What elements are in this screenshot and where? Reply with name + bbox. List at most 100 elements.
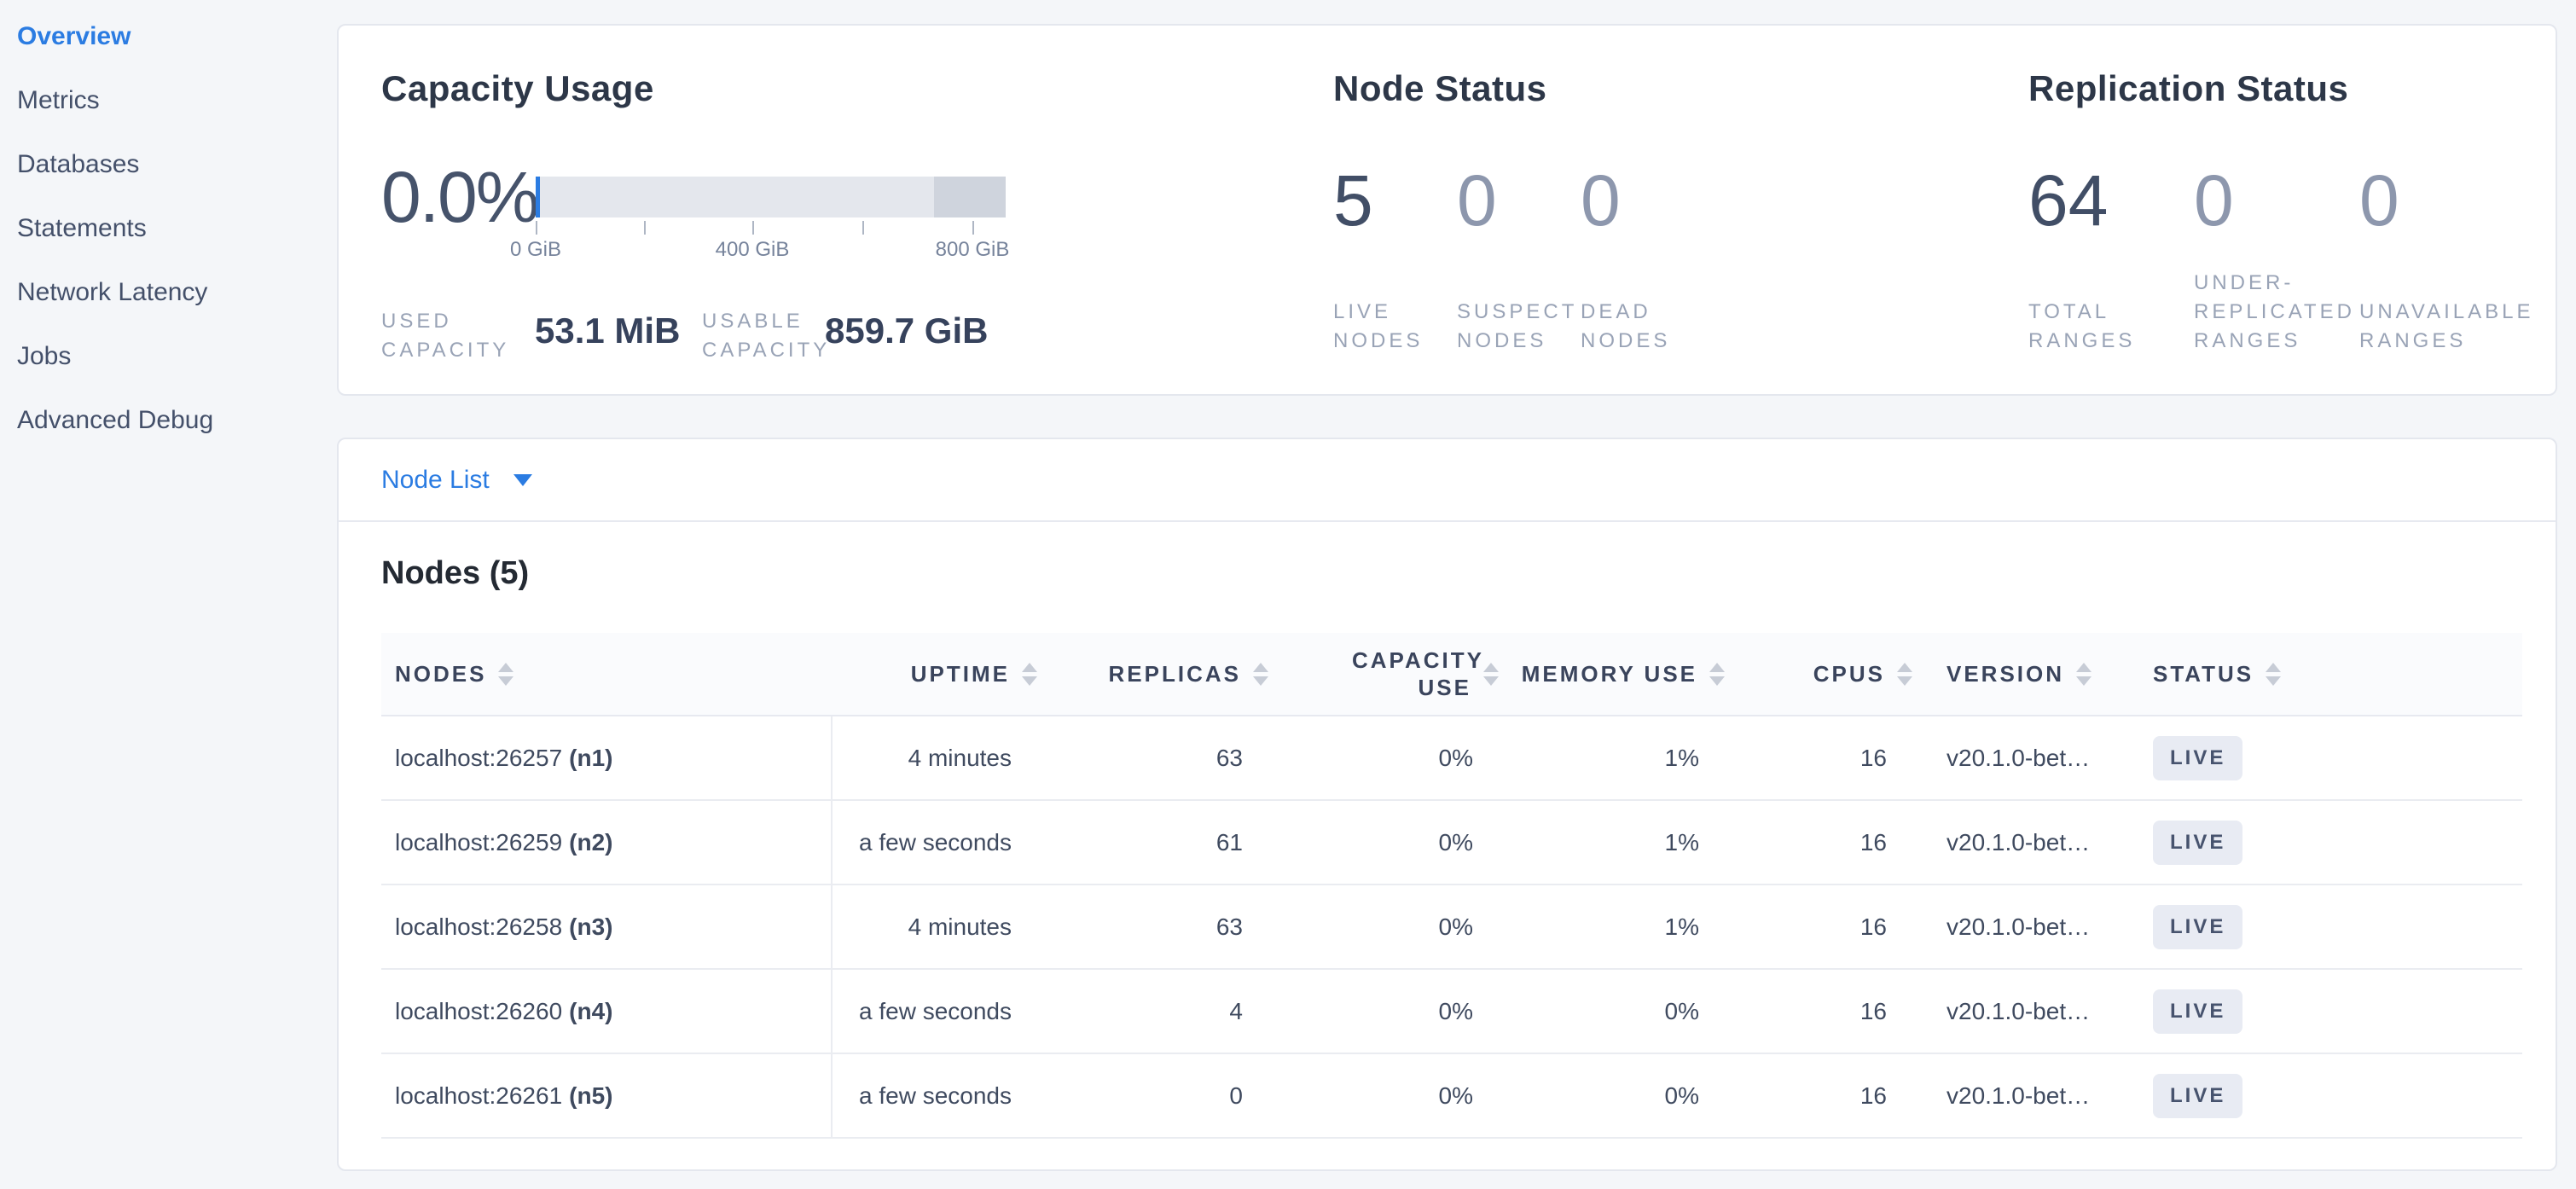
sidebar-item-databases[interactable]: Databases	[17, 150, 140, 178]
cell-node-address: localhost:26260 (n4)	[381, 969, 833, 1054]
column-header-replicas[interactable]: REPLICAS	[1037, 633, 1268, 716]
node-status-stats: 5 LIVE NODES 0 SUSPECT NODES 0 DEAD NODE…	[1333, 161, 1704, 356]
used-capacity-label: USED CAPACITY	[381, 310, 510, 362]
sort-icon	[2266, 662, 2282, 686]
cell-memory-use: 0%	[1499, 969, 1725, 1054]
column-label: REPLICAS	[1108, 660, 1241, 687]
cell-capacity-use: 0%	[1268, 884, 1499, 970]
table-row[interactable]: localhost:26257 (n1) 4 minutes 63 0% 1% 1…	[381, 716, 2522, 801]
status-badge: LIVE	[2153, 820, 2243, 865]
cluster-summary-panel: Capacity Usage 0.0% 0 GiB 400 GiB 800 Gi…	[337, 24, 2557, 396]
dead-nodes-label: DEAD NODES	[1581, 300, 1671, 352]
column-header-nodes[interactable]: NODES	[381, 633, 832, 716]
cell-memory-use: 0%	[1499, 1053, 1725, 1139]
suspect-nodes-stat: 0 SUSPECT NODES	[1457, 161, 1581, 356]
column-label: CPUS	[1813, 660, 1885, 687]
column-label: MEMORY USE	[1521, 660, 1697, 687]
column-label: NODES	[395, 660, 487, 687]
gauge-tick	[536, 221, 537, 235]
sort-icon	[1897, 662, 1912, 686]
cell-status: LIVE	[2109, 884, 2522, 970]
node-id: (n3)	[569, 913, 613, 940]
sidebar-item-statements[interactable]: Statements	[17, 214, 147, 242]
cell-memory-use: 1%	[1499, 716, 1725, 801]
cell-node-address: localhost:26261 (n5)	[381, 1053, 833, 1139]
sidebar-item-jobs[interactable]: Jobs	[17, 342, 72, 370]
cell-status: LIVE	[2109, 716, 2522, 801]
cell-node-address: localhost:26258 (n3)	[381, 884, 833, 970]
cell-replicas: 63	[1037, 884, 1268, 970]
dead-nodes-value: 0	[1581, 160, 1621, 241]
live-nodes-value: 5	[1333, 160, 1373, 241]
sort-icon	[1022, 662, 1037, 686]
capacity-usage-section: Capacity Usage 0.0% 0 GiB 400 GiB 800 Gi…	[381, 26, 1328, 394]
status-badge: LIVE	[2153, 904, 2243, 949]
cell-status: LIVE	[2109, 1053, 2522, 1139]
sort-icon	[1253, 662, 1268, 686]
sidebar-item-network-latency[interactable]: Network Latency	[17, 278, 208, 306]
view-selector-dropdown[interactable]: Node List	[339, 439, 2556, 522]
cell-uptime: a few seconds	[832, 969, 1037, 1054]
cell-replicas: 63	[1037, 716, 1268, 801]
table-row[interactable]: localhost:26258 (n3) 4 minutes 63 0% 1% 1…	[381, 884, 2522, 970]
capacity-percent: 0.0%	[381, 157, 539, 237]
cell-uptime: a few seconds	[832, 1053, 1037, 1139]
gauge-tick-label: 400 GiB	[715, 238, 790, 261]
column-label: STATUS	[2153, 660, 2254, 687]
column-header-cpus[interactable]: CPUS	[1725, 633, 1912, 716]
column-header-version[interactable]: VERSION	[1912, 633, 2109, 716]
gauge-tick-label: 800 GiB	[935, 238, 1010, 261]
capacity-gauge-used-segment	[536, 177, 540, 218]
sidebar-item-overview[interactable]: Overview	[17, 22, 131, 50]
cell-memory-use: 1%	[1499, 884, 1725, 970]
column-header-memory-use[interactable]: MEMORY USE	[1499, 633, 1725, 716]
total-ranges-value: 64	[2028, 160, 2109, 241]
column-header-capacity-use[interactable]: CAPACITY USE	[1268, 633, 1499, 716]
cell-node-address: localhost:26257 (n1)	[381, 716, 833, 801]
cell-capacity-use: 0%	[1268, 1053, 1499, 1139]
replication-status-section: Replication Status 64 TOTAL RANGES 0 UND…	[2028, 26, 2559, 394]
status-badge: LIVE	[2153, 1073, 2243, 1118]
node-list-panel: Node List Nodes (5) NODES UP	[337, 438, 2557, 1171]
cell-capacity-use: 0%	[1268, 800, 1499, 885]
node-status-section: Node Status 5 LIVE NODES 0 SUSPECT NODES…	[1333, 26, 1947, 394]
nodes-table: NODES UPTIME REPLICAS CAPACITY USE	[381, 633, 2522, 1139]
cell-capacity-use: 0%	[1268, 716, 1499, 801]
gauge-tick	[644, 221, 646, 235]
cell-replicas: 4	[1037, 969, 1268, 1054]
sidebar: Overview Metrics Databases Statements Ne…	[0, 0, 337, 472]
cell-uptime: 4 minutes	[832, 716, 1037, 801]
capacity-gauge: 0 GiB 400 GiB 800 GiB	[510, 177, 1009, 261]
cell-capacity-use: 0%	[1268, 969, 1499, 1054]
cell-cpus: 16	[1725, 716, 1912, 801]
cell-replicas: 61	[1037, 800, 1268, 885]
status-badge: LIVE	[2153, 735, 2243, 780]
cell-uptime: a few seconds	[832, 800, 1037, 885]
capacity-usage-title: Capacity Usage	[381, 68, 654, 108]
cell-status: LIVE	[2109, 969, 2522, 1054]
cell-uptime: 4 minutes	[832, 884, 1037, 970]
node-id: (n4)	[569, 997, 613, 1024]
gauge-tick	[972, 221, 974, 235]
column-header-status[interactable]: STATUS	[2109, 633, 2522, 716]
view-selector-label: Node List	[381, 465, 490, 494]
replication-status-title: Replication Status	[2028, 68, 2349, 108]
table-row[interactable]: localhost:26259 (n2) a few seconds 61 0% …	[381, 800, 2522, 885]
usable-capacity-value: 859.7 GiB	[825, 310, 989, 351]
column-header-uptime[interactable]: UPTIME	[832, 633, 1037, 716]
suspect-nodes-value: 0	[1457, 160, 1497, 241]
status-badge: LIVE	[2153, 989, 2243, 1034]
sidebar-item-advanced-debug[interactable]: Advanced Debug	[17, 406, 214, 434]
cell-cpus: 16	[1725, 800, 1912, 885]
gauge-tick	[752, 221, 754, 235]
gauge-tick	[862, 221, 864, 235]
gauge-tick-label: 0 GiB	[509, 238, 562, 261]
unavailable-ranges-value: 0	[2359, 160, 2399, 241]
table-row[interactable]: localhost:26260 (n4) a few seconds 4 0% 0…	[381, 969, 2522, 1054]
dead-nodes-stat: 0 DEAD NODES	[1581, 161, 1704, 356]
sidebar-item-metrics[interactable]: Metrics	[17, 86, 100, 114]
unavailable-ranges-stat: 0 UNAVAILABLE RANGES	[2359, 160, 2531, 356]
cell-status: LIVE	[2109, 800, 2522, 885]
cell-version: v20.1.0-bet…	[1912, 1053, 2109, 1139]
table-row[interactable]: localhost:26261 (n5) a few seconds 0 0% 0…	[381, 1053, 2522, 1139]
